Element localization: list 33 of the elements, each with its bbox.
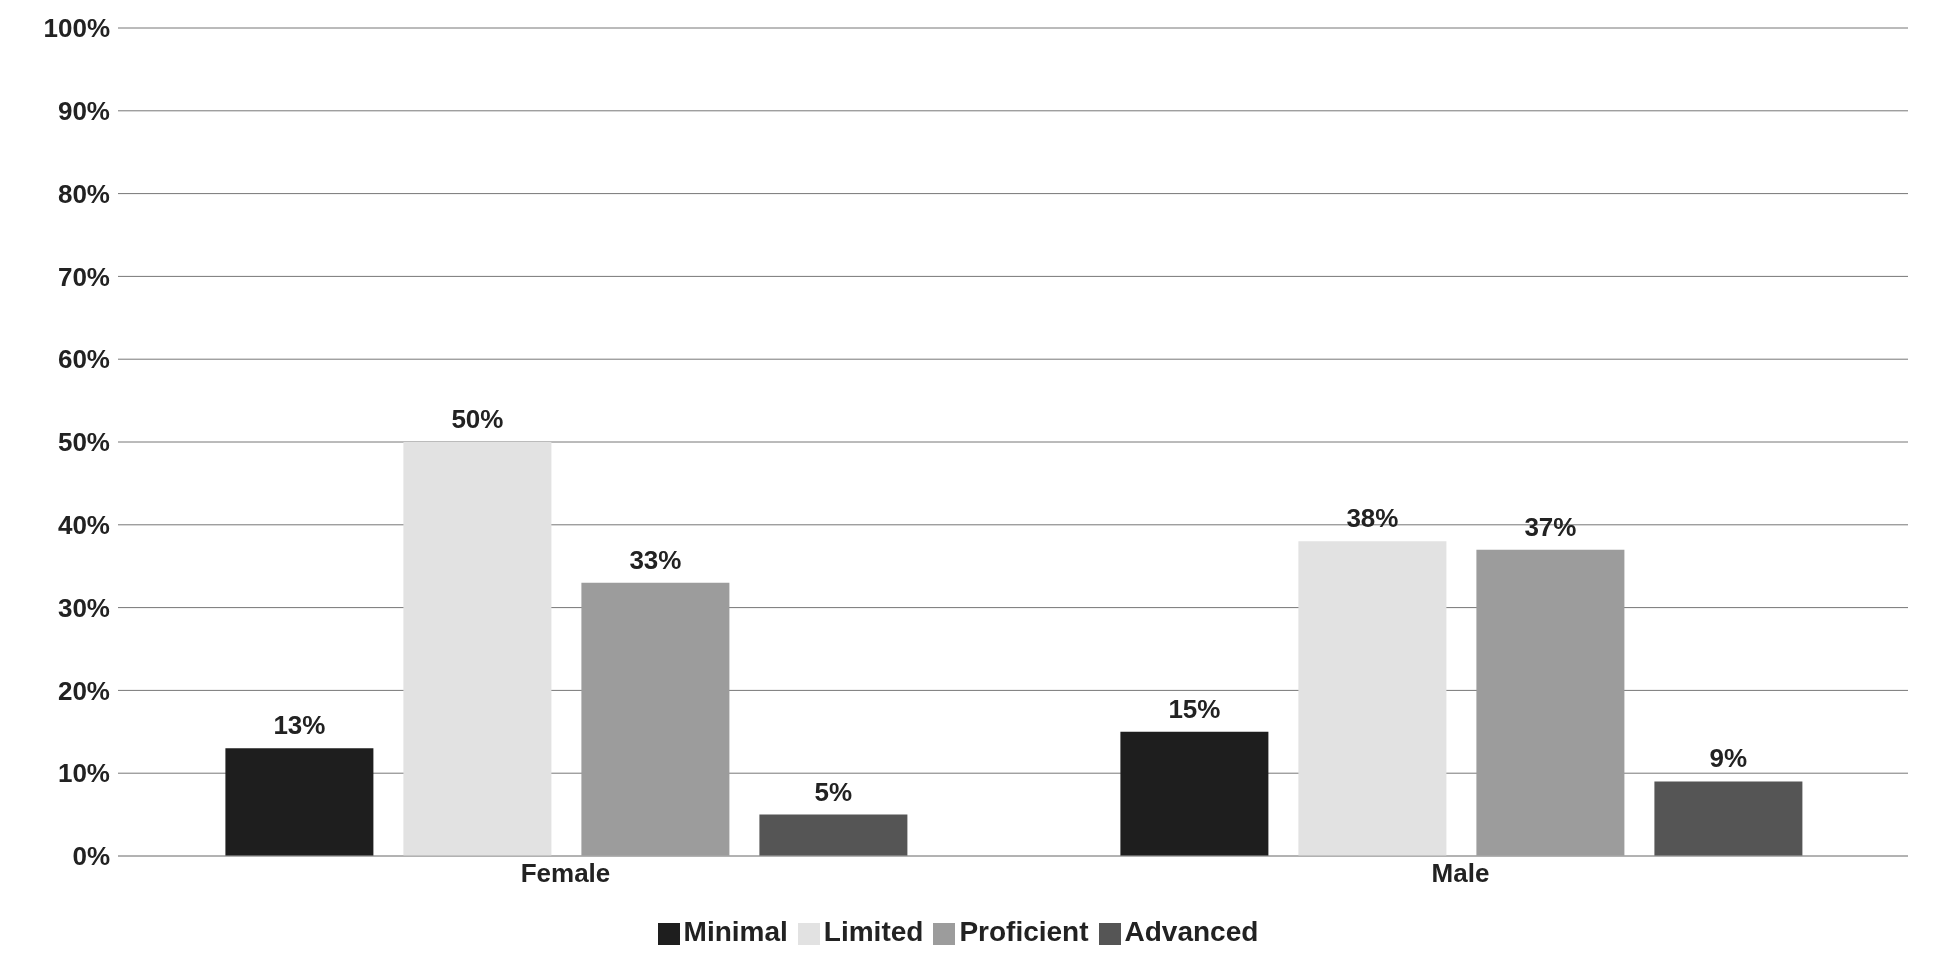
x-tick-label: Male — [1431, 858, 1490, 889]
data-label: 50% — [451, 404, 504, 434]
bar — [225, 748, 374, 856]
data-label: 37% — [1524, 511, 1577, 542]
data-label: 5% — [814, 776, 853, 807]
y-tick-label: 70% — [57, 261, 110, 292]
y-tick-label: 60% — [57, 344, 110, 375]
y-tick-label: 50% — [57, 427, 110, 458]
data-label: 33% — [629, 544, 682, 575]
bar — [1476, 549, 1625, 856]
bar — [1654, 781, 1803, 856]
legend-label: Advanced — [1124, 916, 1259, 947]
data-label: 9% — [1709, 743, 1748, 774]
legend-label: Proficient — [959, 916, 1089, 947]
bar — [1298, 541, 1447, 856]
bar — [759, 814, 908, 856]
legend-label: Limited — [823, 916, 924, 947]
y-tick-label: 30% — [57, 592, 110, 623]
bar — [1120, 731, 1269, 856]
data-label: 38% — [1346, 503, 1399, 534]
y-tick-label: 90% — [57, 96, 110, 127]
y-tick-label: 80% — [57, 178, 110, 209]
bar — [403, 442, 552, 856]
bar — [581, 582, 730, 856]
y-tick-label: 20% — [57, 675, 110, 706]
y-tick-label: 40% — [57, 510, 110, 541]
y-tick-label: 10% — [57, 758, 110, 789]
legend-label: Minimal — [683, 916, 788, 947]
y-tick-label: 0% — [72, 841, 110, 872]
y-tick-label: 100% — [43, 13, 110, 44]
x-tick-label: Female — [520, 858, 611, 889]
data-label: 15% — [1168, 693, 1221, 724]
data-label: 13% — [273, 710, 326, 741]
